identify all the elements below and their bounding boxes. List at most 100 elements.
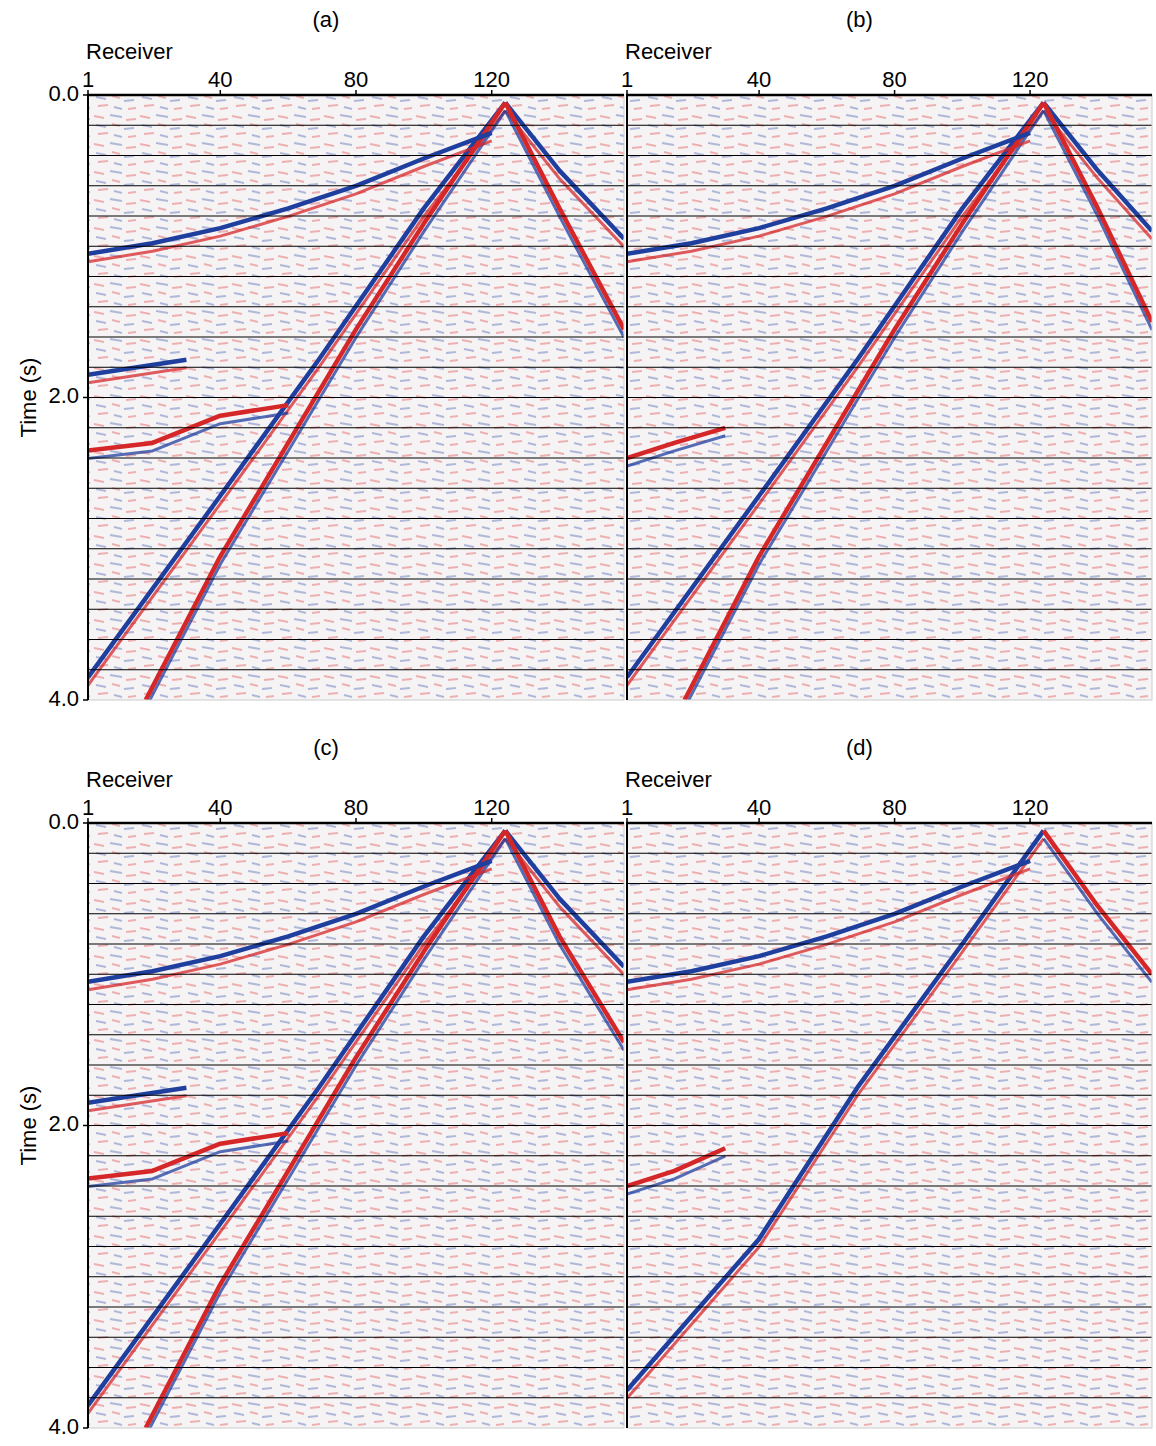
horizontal-line: [627, 1125, 1152, 1126]
horizontal-line: [88, 276, 624, 277]
plot-texture: [627, 823, 1152, 1428]
horizontal-line: [88, 1367, 624, 1368]
seismic-event: [1044, 103, 1152, 322]
horizontal-line: [627, 1246, 1152, 1247]
seismic-event: [627, 1148, 725, 1186]
x-tick-label: 1: [82, 67, 94, 92]
seismic-event: [88, 133, 492, 254]
horizontal-line: [88, 974, 624, 975]
x-axis-title: Receiver: [625, 39, 712, 64]
y-tick-label: 4.0: [48, 1414, 79, 1439]
event-side-lobe: [505, 111, 624, 338]
seismic-event: [685, 103, 1044, 700]
horizontal-line: [627, 427, 1152, 428]
horizontal-line: [627, 913, 1152, 914]
plot-frame: [627, 823, 1152, 1428]
horizontal-line: [88, 1186, 624, 1187]
horizontal-line: [88, 1125, 624, 1126]
horizontal-line: [627, 125, 1152, 126]
horizontal-line: [627, 944, 1152, 945]
y-axis-title: Time (s): [16, 1086, 41, 1166]
plot-background: [627, 95, 1152, 700]
event-side-lobe: [88, 368, 186, 383]
horizontal-line: [627, 306, 1152, 307]
event-side-lobe: [1044, 839, 1152, 983]
x-tick-label: 120: [1012, 795, 1049, 820]
y-axis-line: [626, 95, 628, 700]
seismic-event: [146, 831, 506, 1428]
event-side-lobe: [88, 1141, 288, 1186]
horizontal-line: [627, 1004, 1152, 1005]
horizontal-line: [88, 397, 624, 398]
horizontal-line: [88, 155, 624, 156]
horizontal-line: [88, 1246, 624, 1247]
horizontal-line: [88, 579, 624, 580]
horizontal-line: [627, 155, 1152, 156]
horizontal-line: [627, 883, 1152, 884]
horizontal-line: [627, 246, 1152, 247]
x-tick-label: 1: [621, 67, 633, 92]
horizontal-line: [627, 548, 1152, 549]
horizontal-line: [88, 1216, 624, 1217]
seismic-event: [627, 133, 1030, 254]
horizontal-line: [627, 1397, 1152, 1398]
horizontal-line: [627, 488, 1152, 489]
horizontal-line: [627, 518, 1152, 519]
event-side-lobe: [88, 1096, 186, 1111]
horizontal-line: [88, 669, 624, 670]
event-side-lobe: [1044, 111, 1152, 330]
x-tick-label: 1: [621, 795, 633, 820]
horizontal-line: [627, 853, 1152, 854]
panel-title: (c): [313, 735, 339, 760]
horizontal-line: [627, 609, 1152, 610]
horizontal-line: [88, 125, 624, 126]
seismic-event: [88, 103, 505, 678]
horizontal-line: [627, 1186, 1152, 1187]
event-side-lobe: [685, 111, 1044, 700]
horizontal-line: [627, 216, 1152, 217]
x-tick-label: 40: [747, 795, 771, 820]
horizontal-line: [627, 1155, 1152, 1156]
panel: (d)Receiver14080120: [621, 735, 1152, 1428]
horizontal-line: [88, 427, 624, 428]
seismic-event: [627, 831, 1044, 1391]
x-axis-line: [626, 822, 1152, 825]
horizontal-line: [88, 216, 624, 217]
panel: (a)Receiver140801200.02.04.0Time (s): [16, 7, 624, 711]
horizontal-line: [627, 1065, 1152, 1066]
event-side-lobe: [627, 1156, 725, 1194]
horizontal-line: [627, 639, 1152, 640]
horizontal-line: [88, 488, 624, 489]
y-tick-label: 0.0: [48, 81, 79, 106]
y-tick-label: 0.0: [48, 809, 79, 834]
y-tick-label: 2.0: [48, 1111, 79, 1136]
horizontal-line: [88, 306, 624, 307]
x-tick-label: 120: [1012, 67, 1049, 92]
horizontal-line: [627, 458, 1152, 459]
y-axis-title: Time (s): [16, 358, 41, 438]
x-tick-label: 120: [473, 67, 510, 92]
plot-texture: [88, 95, 624, 700]
horizontal-line: [88, 367, 624, 368]
horizontal-line: [88, 913, 624, 914]
x-axis-title: Receiver: [86, 767, 173, 792]
horizontal-line: [88, 246, 624, 247]
horizontal-line: [88, 1004, 624, 1005]
seismic-event: [627, 861, 1030, 982]
horizontal-line: [627, 1095, 1152, 1096]
plot-background: [627, 823, 1152, 1428]
x-tick-label: 80: [344, 795, 368, 820]
event-side-lobe: [146, 111, 506, 700]
horizontal-line: [627, 1216, 1152, 1217]
figure: (a)Receiver140801200.02.04.0Time (s)(b)R…: [0, 0, 1156, 1446]
horizontal-line: [88, 1065, 624, 1066]
y-tick: [83, 94, 88, 96]
horizontal-line: [88, 853, 624, 854]
panel: (c)Receiver140801200.02.04.0Time (s): [16, 735, 624, 1439]
plot-texture: [88, 823, 624, 1428]
plot-marks: [88, 103, 624, 700]
horizontal-line: [627, 397, 1152, 398]
y-tick: [83, 397, 88, 399]
y-tick-label: 2.0: [48, 383, 79, 408]
seismic-event: [505, 831, 624, 1043]
